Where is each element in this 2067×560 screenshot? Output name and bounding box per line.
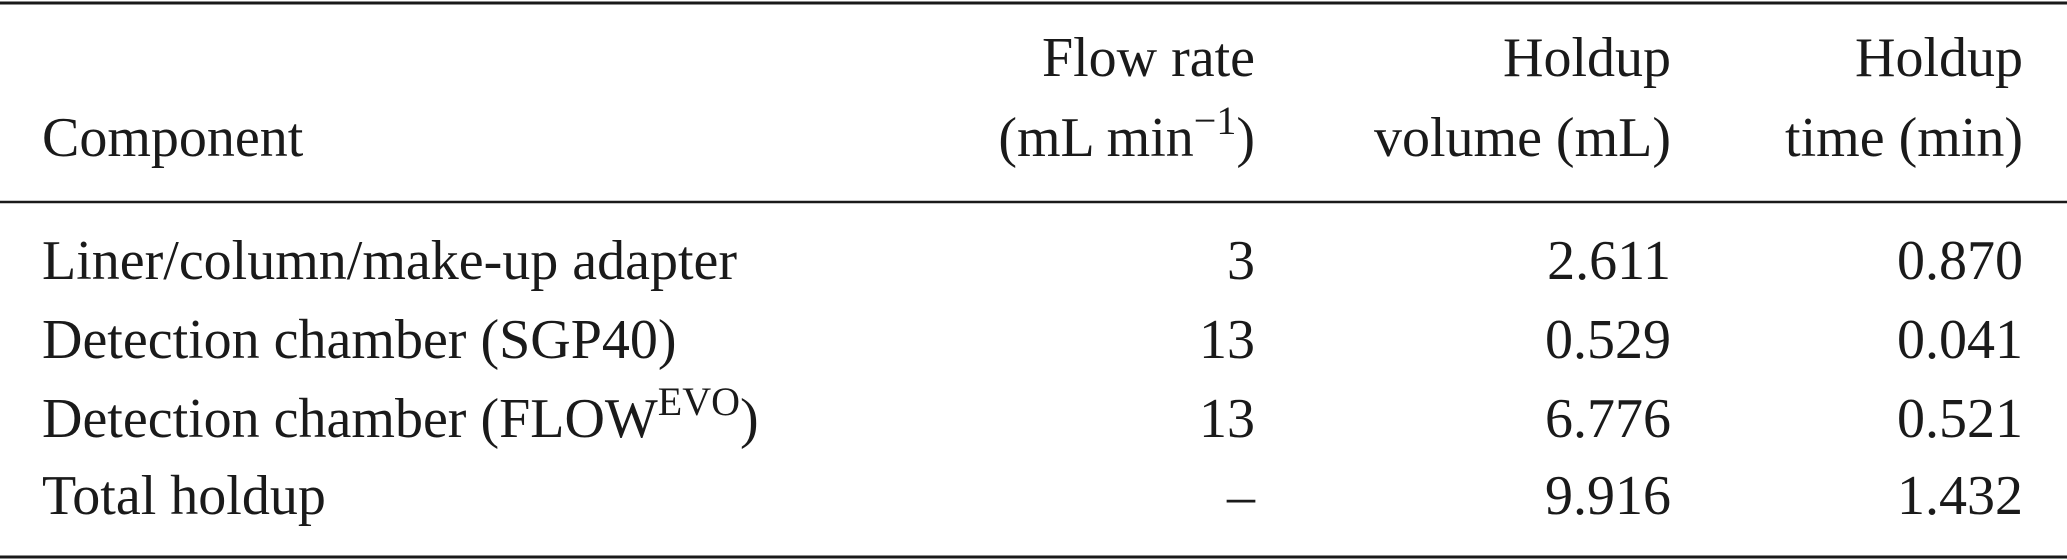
cell: – <box>1226 465 1256 527</box>
header-cell: Holdup <box>1855 27 2023 89</box>
cell: 3 <box>1227 230 1255 292</box>
superscript: −1 <box>1194 98 1237 143</box>
header-text: Holdup <box>1855 27 2023 89</box>
cell-text: Liner/column/make-up adapter <box>42 230 737 292</box>
cell-text: Total holdup <box>42 465 326 527</box>
row-label: Total holdup <box>42 465 326 527</box>
header-cell: Component <box>42 107 304 169</box>
cell: 2.611 <box>1547 230 1671 292</box>
row-label: Liner/column/make-up adapter <box>42 230 737 292</box>
header-cell: Holdup <box>1503 27 1671 89</box>
header-text: volume (mL) <box>1374 107 1671 169</box>
cell: 9.916 <box>1545 465 1671 527</box>
cell: 0.870 <box>1897 230 2023 292</box>
cell: 1.432 <box>1897 465 2023 527</box>
header-text: Flow rate <box>1042 27 1255 89</box>
row-label: Detection chamber (SGP40) <box>42 309 676 371</box>
superscript: EVO <box>658 379 740 424</box>
cell: 0.521 <box>1897 388 2023 450</box>
header-text: ) <box>1236 107 1255 169</box>
header-text: Holdup <box>1503 27 1671 89</box>
header-cell: volume (mL) <box>1374 107 1671 169</box>
cell-text: ) <box>740 388 759 450</box>
cell: 0.041 <box>1897 309 2023 371</box>
cell: 6.776 <box>1545 388 1671 450</box>
header-cell: Flow rate <box>1042 27 1255 89</box>
header-cell: (mL min−1) <box>998 98 1255 169</box>
header-text: time (min) <box>1785 107 2023 169</box>
cell: 13 <box>1199 388 1255 450</box>
header-cell: time (min) <box>1785 107 2023 169</box>
header-text: (mL min <box>998 107 1193 169</box>
cell: 0.529 <box>1545 309 1671 371</box>
row-label: Detection chamber (FLOWEVO) <box>42 379 759 450</box>
cell-text: Detection chamber (FLOW <box>42 388 658 450</box>
cell: 13 <box>1199 309 1255 371</box>
cell-text: Detection chamber (SGP40) <box>42 309 676 371</box>
header-text: Component <box>42 107 304 169</box>
